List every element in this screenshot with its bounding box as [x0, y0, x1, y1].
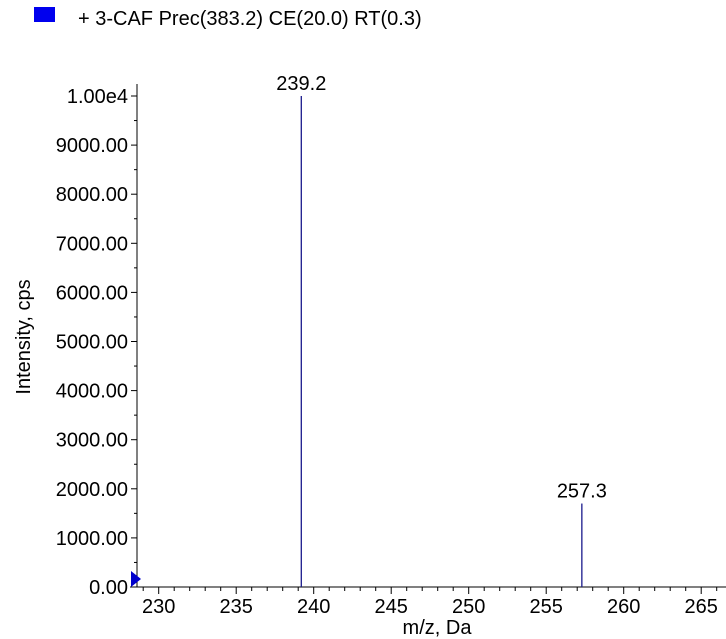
x-start-marker-icon — [131, 571, 141, 587]
x-tick-label: 260 — [607, 596, 640, 618]
y-axis-ticks: 0.00 1000.00 2000.00 3000.00 4000.00 5000.00 6… — [56, 86, 137, 599]
peak-label: 239.2 — [276, 73, 326, 95]
x-tick-label: 230 — [142, 596, 175, 618]
x-axis-ticks: 230 235 240 245 250 255 260 265 — [142, 587, 718, 618]
y-axis-title: Intensity, cps — [13, 279, 35, 394]
legend-swatch — [34, 7, 55, 22]
y-tick-label: 6000.00 — [56, 282, 128, 304]
y-tick-label: 4000.00 — [56, 381, 128, 403]
x-tick-label: 255 — [530, 596, 563, 618]
x-tick-label: 265 — [685, 596, 718, 618]
y-tick-label: 3000.00 — [56, 430, 128, 452]
peak-label: 257.3 — [557, 481, 607, 503]
y-tick-label: 5000.00 — [56, 332, 128, 354]
y-tick-label: 8000.00 — [56, 184, 128, 206]
legend: + 3-CAF Prec(383.2) CE(20.0) RT(0.3) — [34, 7, 422, 30]
x-tick-label: 240 — [297, 596, 330, 618]
y-tick-label: 9000.00 — [56, 135, 128, 157]
plot-frame — [130, 84, 726, 588]
x-axis-title: m/z, Da — [403, 617, 473, 639]
legend-label: + 3-CAF Prec(383.2) CE(20.0) RT(0.3) — [78, 8, 422, 30]
y-tick-label: 0.00 — [89, 577, 128, 599]
y-tick-label: 2000.00 — [56, 479, 128, 501]
x-tick-label: 245 — [375, 596, 408, 618]
y-tick-label: 7000.00 — [56, 233, 128, 255]
x-tick-label: 235 — [220, 596, 253, 618]
peaks: 239.2 257.3 — [276, 73, 607, 587]
y-tick-label: 1.00e4 — [67, 86, 128, 108]
x-tick-label: 250 — [452, 596, 485, 618]
y-tick-label: 1000.00 — [56, 528, 128, 550]
